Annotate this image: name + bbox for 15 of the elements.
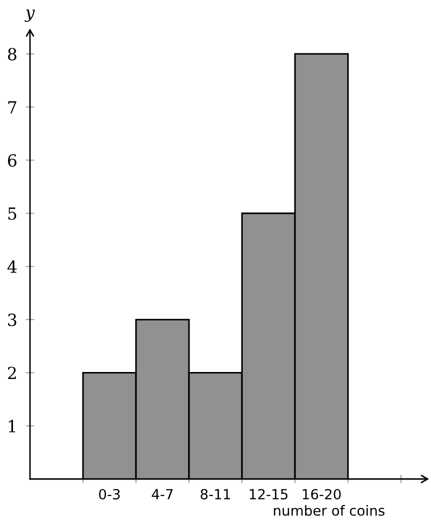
- x-tick-label: 8-11: [200, 488, 230, 500]
- y-tick-label: 2: [8, 366, 16, 380]
- x-tick-label: 4-7: [152, 489, 173, 500]
- y-tick-label: 6: [8, 154, 16, 167]
- x-tick-label: 16-20: [302, 488, 341, 500]
- y-tick-label: 7: [8, 101, 16, 114]
- y-axis-title: y: [24, 10, 35, 22]
- x-tick-label: 12-15: [250, 488, 288, 500]
- x-tick-label: 0-3: [99, 488, 120, 500]
- y-tick-label: 4: [7, 260, 17, 273]
- y-tick-label: 1: [8, 420, 16, 432]
- y-tick-label: 5: [8, 208, 16, 220]
- y-tick-label: 3: [8, 314, 16, 326]
- y-tick-label: 8: [8, 48, 16, 60]
- x-axis-title: number of coins: [274, 505, 384, 516]
